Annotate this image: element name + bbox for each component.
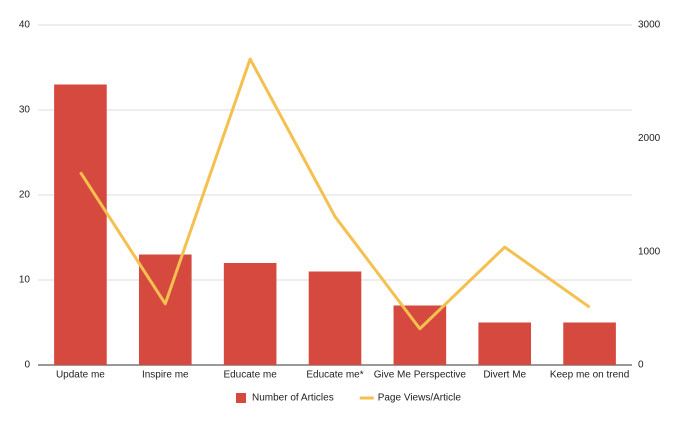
y2-tick-label: 2000 (638, 133, 661, 144)
x-tick-label: Educate me (223, 370, 277, 381)
bar (393, 305, 447, 365)
y-tick-label: 20 (19, 190, 31, 201)
legend-label: Page Views/Article (378, 393, 462, 404)
bar (138, 254, 192, 365)
y2-tick-label: 1000 (638, 246, 661, 257)
bar (54, 84, 107, 365)
x-tick-label: Keep me on trend (550, 370, 630, 381)
bar (223, 263, 277, 365)
y-tick-label: 0 (24, 360, 30, 371)
x-tick-label: Update me (56, 370, 105, 381)
bar (478, 322, 532, 365)
x-tick-label: Inspire me (142, 370, 189, 381)
bar (308, 271, 362, 365)
x-tick-label: Educate me* (306, 370, 363, 381)
y-tick-label: 30 (19, 105, 31, 116)
y-tick-label: 40 (19, 20, 31, 31)
legend-swatch (236, 393, 246, 403)
y-tick-label: 10 (19, 275, 31, 286)
x-tick-label: Give Me Perspective (374, 370, 467, 381)
x-tick-label: Divert Me (483, 370, 526, 381)
bar (563, 322, 616, 365)
line (79, 57, 591, 331)
legend-label: Number of Articles (252, 393, 334, 404)
y2-tick-label: 0 (638, 360, 644, 371)
y2-tick-label: 3000 (638, 20, 661, 31)
